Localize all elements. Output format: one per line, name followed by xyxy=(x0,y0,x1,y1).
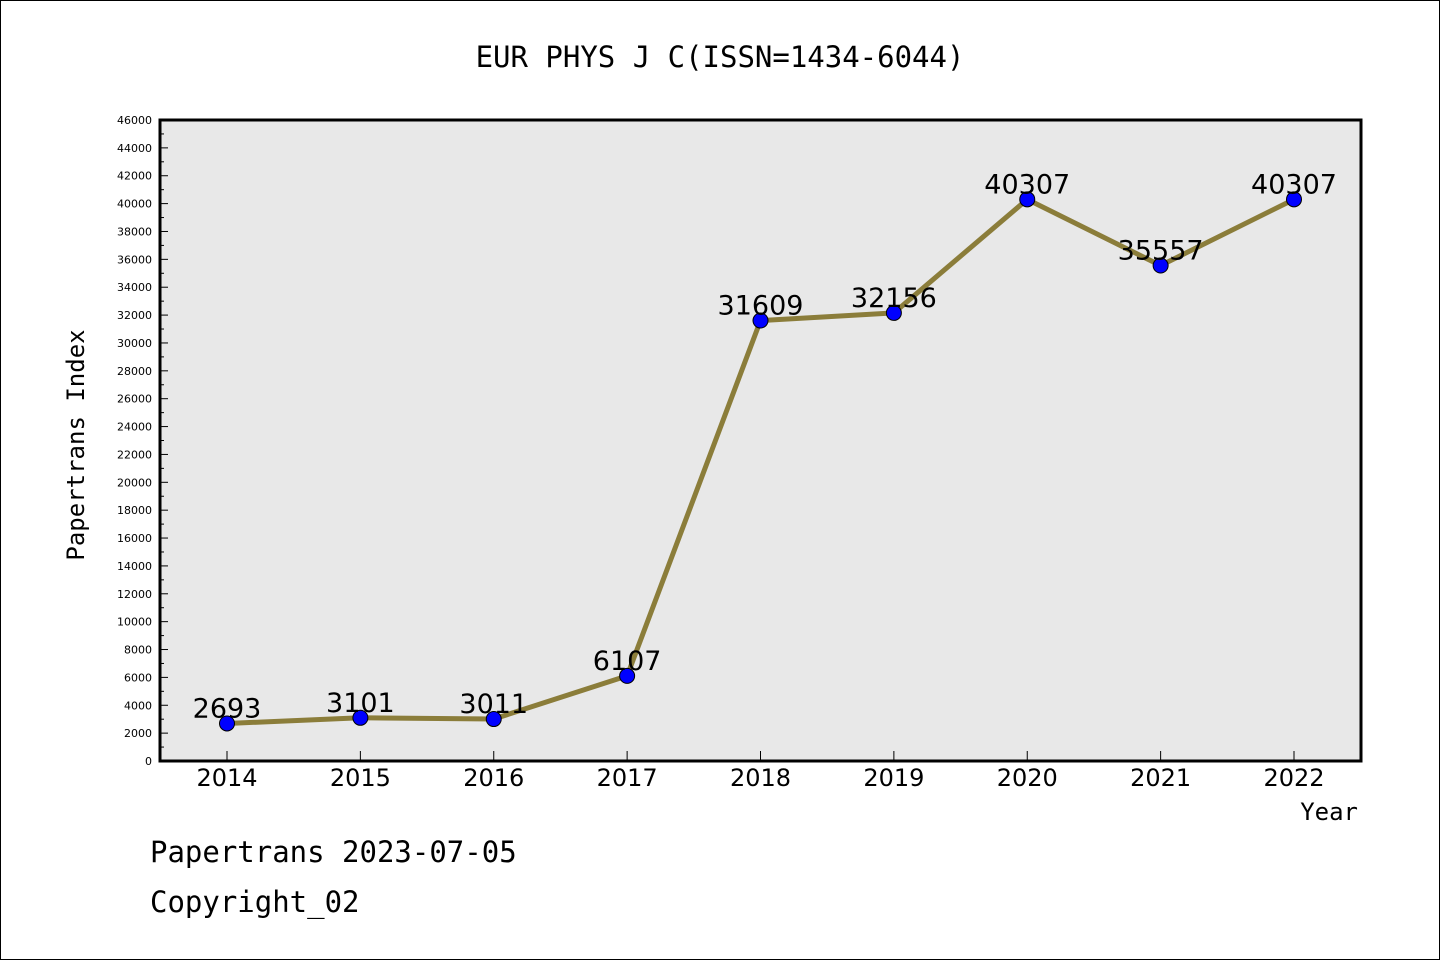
y-tick-label: 32000 xyxy=(117,309,152,322)
y-tick-label: 6000 xyxy=(124,671,152,684)
x-tick-label: 2017 xyxy=(597,764,658,792)
footer-copyright: Copyright_02 xyxy=(150,885,360,919)
footer-source-date: Papertrans 2023-07-05 xyxy=(150,835,517,869)
y-tick-label: 10000 xyxy=(117,616,152,629)
y-tick-label: 40000 xyxy=(117,198,152,211)
data-label: 40307 xyxy=(1251,169,1337,200)
data-label: 32156 xyxy=(851,283,937,314)
data-label: 35557 xyxy=(1118,236,1204,267)
y-tick-label: 38000 xyxy=(117,225,152,238)
y-tick-label: 20000 xyxy=(117,476,152,489)
y-tick-label: 28000 xyxy=(117,365,152,378)
x-tick-label: 2019 xyxy=(863,764,924,792)
y-tick-label: 44000 xyxy=(117,142,152,155)
data-label: 3101 xyxy=(326,688,395,719)
x-tick-label: 2015 xyxy=(330,764,391,792)
data-label: 31609 xyxy=(718,291,804,322)
data-label: 3011 xyxy=(459,689,528,720)
x-tick-label: 2021 xyxy=(1130,764,1191,792)
y-tick-label: 30000 xyxy=(117,337,152,350)
y-axis-label: Papertrans Index xyxy=(62,329,90,560)
x-tick-label: 2022 xyxy=(1263,764,1324,792)
y-tick-label: 16000 xyxy=(117,532,152,545)
y-tick-label: 26000 xyxy=(117,393,152,406)
y-tick-label: 4000 xyxy=(124,699,152,712)
data-label: 40307 xyxy=(984,169,1070,200)
y-tick-label: 34000 xyxy=(117,281,152,294)
x-axis-label: Year xyxy=(1300,798,1358,826)
y-tick-label: 36000 xyxy=(117,253,152,266)
plot-area xyxy=(160,120,1361,761)
y-tick-label: 14000 xyxy=(117,560,152,573)
x-tick-label: 2016 xyxy=(463,764,524,792)
y-tick-label: 24000 xyxy=(117,421,152,434)
y-tick-label: 22000 xyxy=(117,448,152,461)
x-tick-label: 2018 xyxy=(730,764,791,792)
chart-title: EUR PHYS J C(ISSN=1434-6044) xyxy=(476,40,965,74)
y-tick-label: 18000 xyxy=(117,504,152,517)
y-tick-label: 8000 xyxy=(124,644,152,657)
data-label: 2693 xyxy=(193,693,262,724)
y-tick-label: 2000 xyxy=(124,727,152,740)
x-tick-label: 2014 xyxy=(196,764,257,792)
y-tick-label: 12000 xyxy=(117,588,152,601)
y-tick-label: 0 xyxy=(145,755,152,768)
y-tick-label: 46000 xyxy=(117,114,152,127)
x-tick-label: 2020 xyxy=(997,764,1058,792)
data-label: 6107 xyxy=(593,646,662,677)
y-tick-label: 42000 xyxy=(117,170,152,183)
